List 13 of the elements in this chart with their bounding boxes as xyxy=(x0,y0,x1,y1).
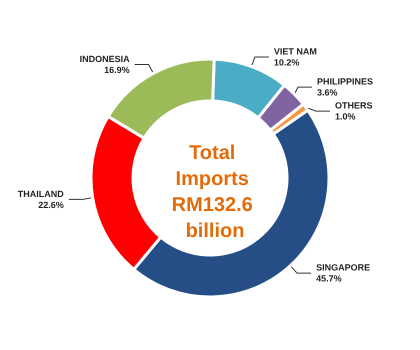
data-label: 1.0% xyxy=(334,112,356,122)
data-label: 45.7% xyxy=(316,274,342,284)
slice-label: VIET NAM xyxy=(274,46,317,57)
slice-label: THAILAND xyxy=(18,188,64,199)
slice-label: OTHERS xyxy=(334,100,372,111)
text: Total Imports RM132.6 billion xyxy=(172,142,258,242)
slice-label: PHILIPPINES xyxy=(316,76,373,87)
data-label: 3.6% xyxy=(316,88,338,98)
slice-label: INDONESIA xyxy=(80,54,130,64)
data-label: 16.9% xyxy=(104,65,130,76)
data-label: 10.2% xyxy=(274,58,300,68)
slice-label: SINGAPORE xyxy=(316,262,370,273)
data-label: 22.6% xyxy=(38,200,64,210)
